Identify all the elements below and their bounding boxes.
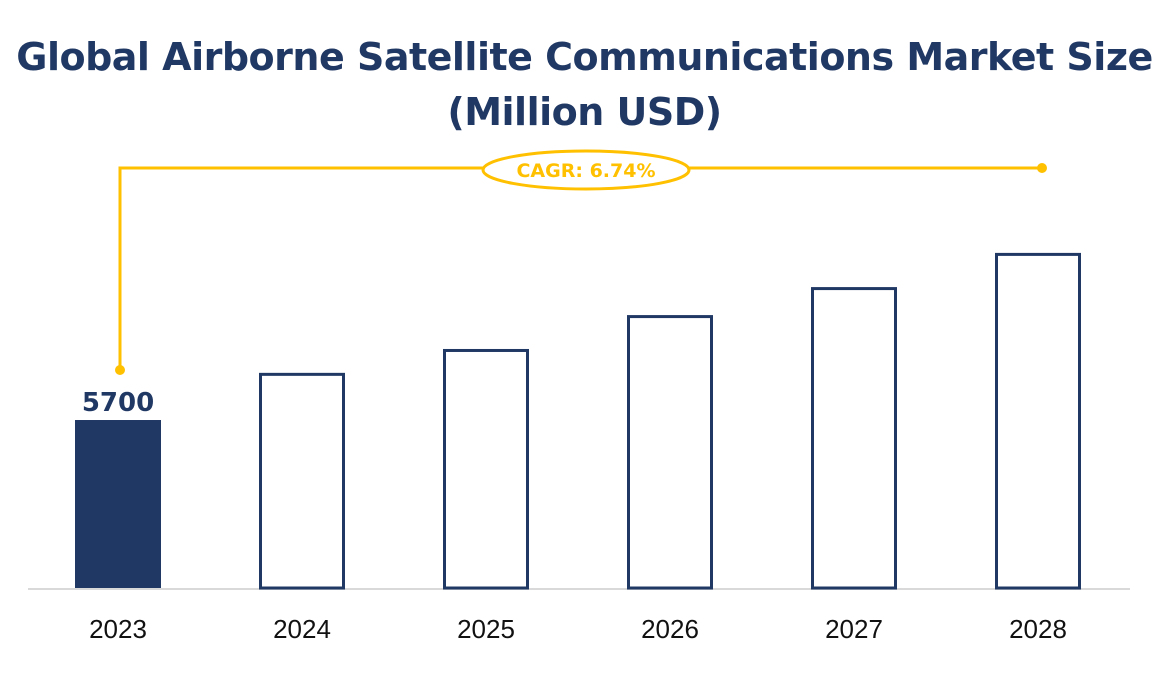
bar-2023 [75,420,161,588]
x-tick-label-2027: 2027 [825,614,883,644]
cagr-connector-line [118,166,1042,370]
cagr-start-dot [115,365,125,375]
x-tick-label-2028: 2028 [1009,614,1067,644]
bar-2026 [627,315,713,590]
data-label-2023: 5700 [82,388,154,418]
x-tick-label-2025: 2025 [457,614,515,644]
bar-2027 [811,287,897,590]
cagr-label: CAGR: 6.74% [516,160,655,182]
bar-2024 [259,372,345,590]
chart-title: Global Airborne Satellite Communications… [16,35,1153,134]
cagr-ellipse [481,149,691,191]
x-tick-label-2024: 2024 [273,614,331,644]
x-tick-label-2023: 2023 [89,614,147,644]
x-tick-label-2026: 2026 [641,614,699,644]
cagr-end-dot [1037,163,1047,173]
bar-2028 [995,252,1081,590]
bar-2025 [443,348,529,590]
